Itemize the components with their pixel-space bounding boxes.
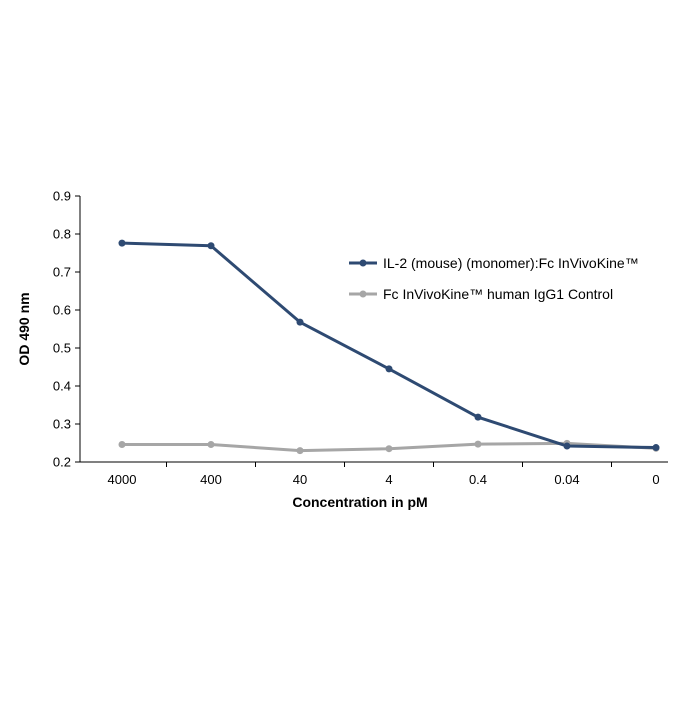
series-1-point [207, 441, 215, 449]
series-0-point [652, 444, 660, 452]
y-tick-label: 0.3 [53, 417, 71, 432]
x-tick-labels: 4000 400 40 4 0.4 0.04 0 [108, 462, 660, 487]
x-tick-label: 4 [385, 472, 392, 487]
y-tick-labels: 0.2 0.3 0.4 0.5 0.6 0.7 0.8 0.9 [53, 189, 80, 470]
x-axis-title: Concentration in pM [292, 494, 427, 510]
series-1-point [296, 447, 304, 455]
legend: IL-2 (mouse) (monomer):Fc InVivoKine™ Fc… [349, 255, 639, 302]
series-layer [118, 239, 660, 455]
series-1-point [385, 445, 393, 453]
series-1-point [474, 440, 482, 448]
legend-label-0: IL-2 (mouse) (monomer):Fc InVivoKine™ [383, 255, 639, 271]
series-line-0 [121, 241, 657, 450]
series-0-point [385, 365, 393, 373]
series-1-point [118, 441, 126, 449]
x-tick-label: 0.04 [554, 472, 579, 487]
legend-swatch-marker-1 [359, 290, 367, 298]
legend-swatch-marker-0 [359, 259, 367, 267]
series-0-point [563, 442, 571, 450]
y-axis-title: OD 490 nm [16, 292, 32, 365]
y-tick-label: 0.6 [53, 303, 71, 318]
series-0-point [207, 242, 215, 250]
y-tick-label: 0.8 [53, 227, 71, 242]
x-tick-label: 40 [293, 472, 307, 487]
y-tick-label: 0.9 [53, 189, 71, 204]
series-0-point [474, 413, 482, 421]
x-tick-label: 400 [200, 472, 222, 487]
x-tick-label: 0.4 [469, 472, 487, 487]
x-tick-label: 4000 [108, 472, 137, 487]
series-0-point [118, 239, 126, 247]
y-tick-label: 0.4 [53, 379, 71, 394]
legend-label-1: Fc InVivoKine™ human IgG1 Control [383, 286, 613, 302]
x-tick-label: 0 [652, 472, 659, 487]
y-tick-label: 0.2 [53, 455, 71, 470]
legend-item-1: Fc InVivoKine™ human IgG1 Control [349, 286, 613, 302]
y-tick-label: 0.5 [53, 341, 71, 356]
legend-item-0: IL-2 (mouse) (monomer):Fc InVivoKine™ [349, 255, 639, 271]
y-tick-label: 0.7 [53, 265, 71, 280]
series-0 [118, 239, 660, 452]
series-0-point [296, 318, 304, 326]
